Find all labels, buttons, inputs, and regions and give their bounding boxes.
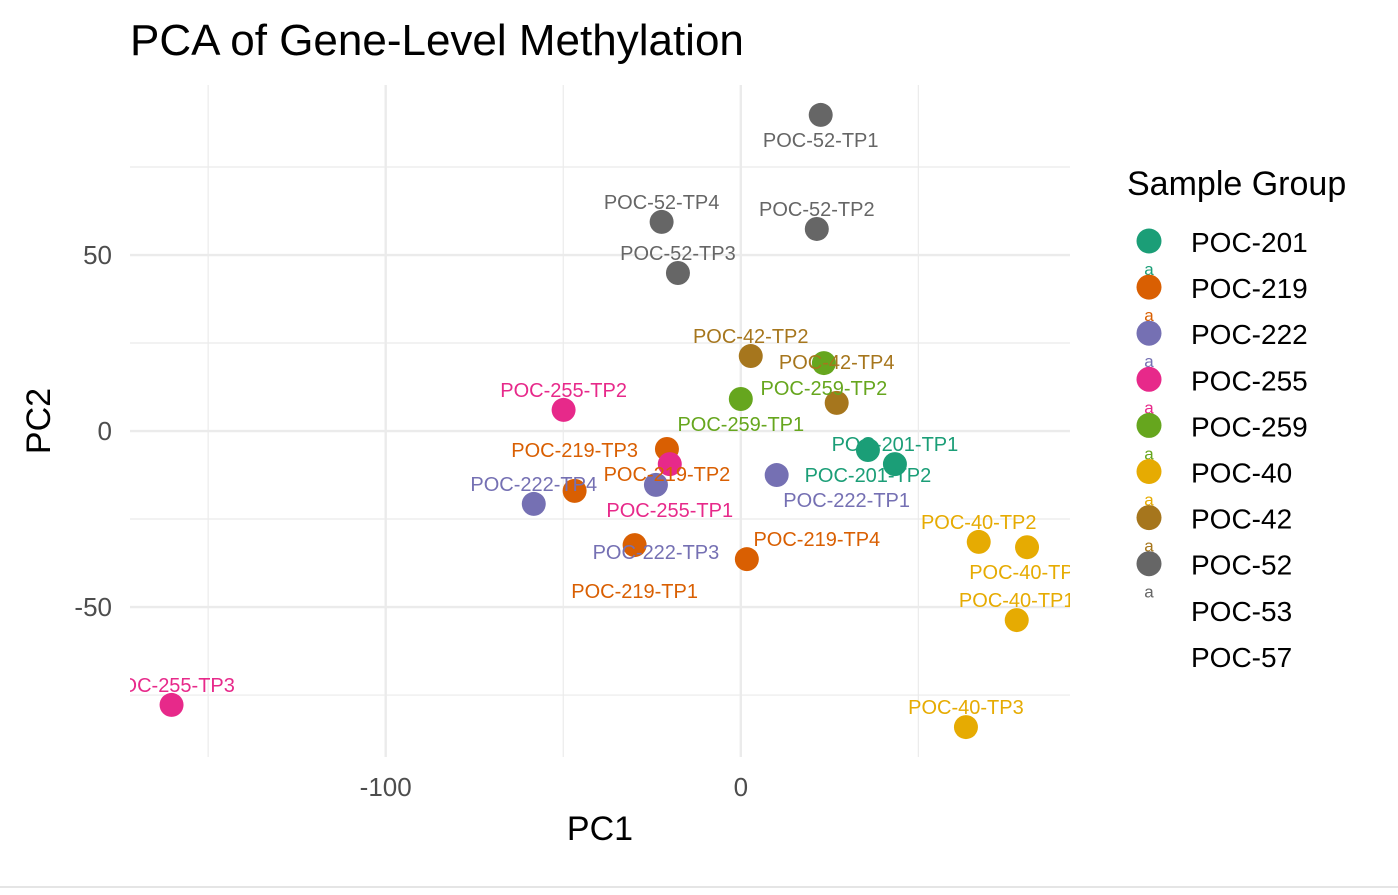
point-label: POC-219-TP4 (753, 529, 880, 551)
legend-entry-label: POC-42 (1191, 504, 1292, 535)
y-tick-label: -50 (74, 592, 112, 622)
data-point (734, 547, 759, 572)
data-point (811, 351, 836, 376)
legend-key-text-glyph: a (1144, 491, 1154, 510)
point-label: POC-222-TP3 (593, 542, 720, 564)
legend-entry-label: POC-57 (1191, 642, 1292, 673)
point-label: POC-42-TP4 (779, 352, 895, 374)
point-label: POC-255-TP3 (108, 675, 235, 697)
point-label: POC-259-TP1 (677, 414, 804, 436)
data-point (738, 344, 763, 369)
data-point (562, 478, 587, 503)
data-point (1004, 608, 1029, 633)
data-point (966, 529, 991, 554)
legend-entry-label: POC-201 (1191, 227, 1308, 258)
data-point (551, 397, 576, 422)
point-label: POC-222-TP1 (783, 490, 910, 512)
point-label: POC-219-TP2 (604, 464, 731, 486)
legend-key-text-glyph: a (1144, 444, 1154, 463)
bottom-divider (0, 886, 1398, 888)
legend-key-text-glyph: a (1144, 583, 1154, 602)
legend: Sample Group a POC-201 a POC-219 a POC-222 a PO… (1127, 165, 1346, 673)
point-label: POC-201-TP2 (805, 465, 932, 487)
data-point (657, 452, 682, 477)
legend-key-point (1136, 505, 1162, 531)
data-point (643, 472, 668, 497)
axis-ticks: -100 0 -50 0 50 (74, 240, 748, 802)
data-point (882, 452, 907, 477)
point-label: POC-52-TP4 (604, 192, 720, 214)
data-point (622, 533, 647, 558)
legend-key-text-glyph: a (1144, 352, 1154, 371)
grid (130, 85, 1070, 757)
plot-panel: POC-52-TP1 POC-52-TP4 POC-52-TP2 POC-52-TP3… (108, 102, 1085, 740)
data-point (521, 491, 546, 516)
y-axis-label: PC2 (20, 388, 58, 454)
data-point (728, 386, 753, 411)
legend-key-point (1136, 320, 1162, 346)
point-label: POC-52-TP1 (763, 130, 879, 152)
point-label: POC-222-TP4 (470, 474, 597, 496)
point-label: POC-219-TP3 (511, 440, 638, 462)
legend-key-text-glyph: a (1144, 260, 1154, 279)
legend-key-point (1136, 551, 1162, 577)
x-axis-label: PC1 (567, 810, 633, 848)
data-point (665, 260, 690, 285)
point-label: POC-255-TP1 (606, 500, 733, 522)
point-label: POC-40-TP4 (969, 562, 1085, 584)
legend-key-point (1136, 228, 1162, 254)
data-point (824, 390, 849, 415)
point-label: POC-40-TP1 (959, 590, 1075, 612)
legend-entry-label: POC-219 (1191, 273, 1308, 304)
legend-key-point (1136, 459, 1162, 484)
legend-key-point (1136, 274, 1162, 300)
legend-entry-label: POC-255 (1191, 365, 1308, 396)
point-label: POC-259-TP2 (761, 378, 888, 400)
legend-entry-label: POC-259 (1191, 411, 1308, 442)
legend-entry-label: POC-40 (1191, 458, 1292, 489)
data-point (808, 102, 833, 127)
data-point (855, 438, 880, 463)
legend-entry-label: POC-53 (1191, 596, 1292, 627)
x-tick-label: -100 (360, 772, 412, 802)
point-label: POC-52-TP2 (759, 199, 875, 221)
y-tick-label: 0 (98, 416, 112, 446)
point-label: POC-219-TP1 (571, 581, 698, 603)
x-tick-label: 0 (734, 772, 748, 802)
point-label: POC-201-TP1 (832, 434, 959, 456)
data-point (159, 692, 184, 717)
legend-key-point (1136, 366, 1162, 392)
data-point (649, 209, 674, 234)
legend-key-point (1136, 412, 1162, 438)
legend-entry-label: POC-52 (1191, 550, 1292, 581)
legend-key-text-glyph: a (1144, 398, 1154, 417)
data-point (953, 715, 978, 740)
data-point (804, 216, 829, 241)
point-label: POC-40-TP3 (908, 697, 1024, 719)
legend-title: Sample Group (1127, 165, 1346, 203)
point-label: POC-52-TP3 (620, 243, 736, 265)
point-label: POC-255-TP2 (500, 380, 627, 402)
point-label: POC-42-TP2 (693, 326, 809, 348)
chart-title: PCA of Gene-Level Methylation (130, 16, 744, 65)
legend-key-text-glyph: a (1144, 537, 1154, 556)
legend-key-text-glyph: a (1144, 306, 1154, 325)
data-point (764, 463, 789, 488)
point-label: POC-40-TP2 (921, 512, 1037, 534)
legend-entry-label: POC-222 (1191, 319, 1308, 350)
y-tick-label: 50 (83, 240, 112, 270)
data-point (1015, 535, 1040, 560)
